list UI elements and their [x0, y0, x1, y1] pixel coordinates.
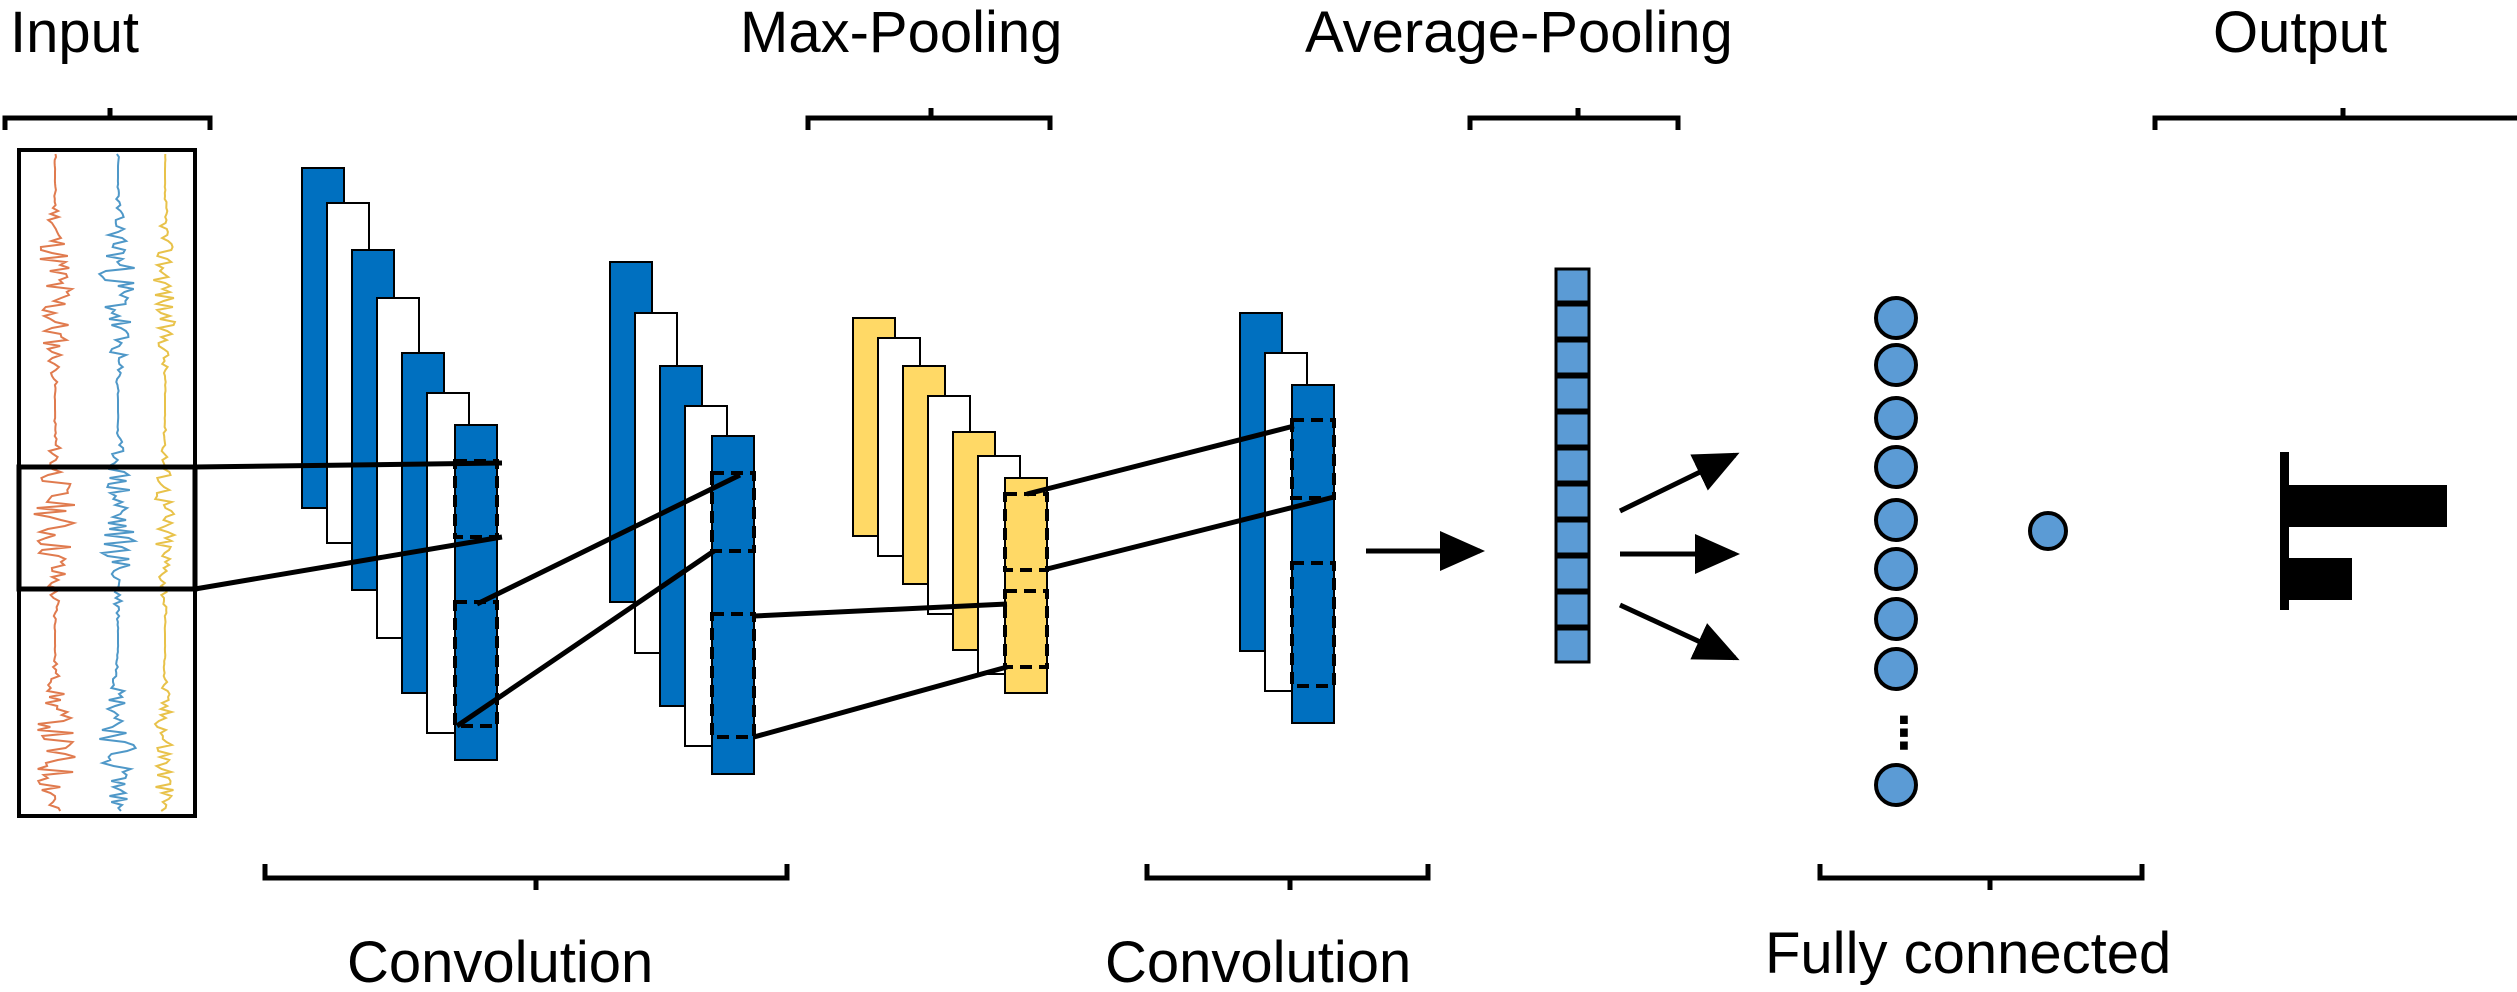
input-window	[16, 464, 198, 592]
average-pooling-nodes	[1554, 267, 1591, 664]
pooling-node	[1554, 267, 1591, 304]
max-pooling-stack	[852, 317, 1049, 694]
bracket-input	[2, 108, 213, 130]
pooling-node	[1554, 303, 1591, 340]
bracket-fully-connected	[1817, 864, 2145, 890]
input-signal-panel	[16, 148, 198, 818]
bracket-convolution-2	[1144, 864, 1431, 890]
output-bars	[2280, 452, 2447, 610]
fc-node	[1874, 763, 1918, 807]
output-axis	[2280, 452, 2289, 610]
arrow-fc-up	[1618, 452, 1740, 514]
arrow-fc-down	[1618, 602, 1740, 661]
label-output: Output	[2213, 0, 2387, 65]
output-bar-1	[2289, 485, 2447, 527]
conv-stack-2	[609, 261, 756, 775]
fc-output-node	[2028, 511, 2068, 551]
conv-stack-1	[301, 167, 499, 761]
signal-trace-2	[97, 153, 139, 812]
signal-trace-3	[153, 153, 178, 812]
pooling-node	[1554, 375, 1591, 412]
fc-node	[1874, 647, 1918, 691]
pooling-node	[1554, 519, 1591, 556]
bracket-average-pooling	[1467, 108, 1681, 130]
fc-node	[1874, 547, 1918, 591]
fc-ellipsis: ⋮	[1882, 709, 1926, 758]
fc-node	[1874, 597, 1918, 641]
label-input: Input	[10, 0, 139, 65]
label-convolution-1: Convolution	[347, 930, 653, 992]
fc-node	[1874, 396, 1918, 440]
pooling-node	[1554, 483, 1591, 520]
fc-node	[1874, 296, 1918, 340]
label-average-pooling: Average-Pooling	[1305, 0, 1733, 65]
pooling-node	[1554, 447, 1591, 484]
signal-trace-1	[33, 153, 78, 812]
arrows	[1366, 452, 1740, 661]
label-max-pooling: Max-Pooling	[740, 0, 1062, 65]
fully-connected-nodes	[1874, 296, 1918, 807]
conv-stack-3	[1239, 312, 1336, 724]
fc-node	[1874, 343, 1918, 387]
label-convolution-2: Convolution	[1105, 930, 1411, 992]
output-bar-2	[2289, 558, 2352, 600]
fc-node	[1874, 498, 1918, 542]
pooling-node	[1554, 555, 1591, 592]
fc-node	[1874, 445, 1918, 489]
pooling-node	[1554, 339, 1591, 376]
bracket-convolution-1	[262, 864, 790, 890]
label-fully-connected: Fully connected	[1765, 921, 2171, 986]
bracket-max-pooling	[805, 108, 1053, 130]
pooling-node	[1554, 411, 1591, 448]
pooling-node	[1554, 591, 1591, 628]
connection-lines	[194, 423, 1335, 740]
bracket-output	[2152, 108, 2517, 130]
pooling-node	[1554, 627, 1591, 664]
